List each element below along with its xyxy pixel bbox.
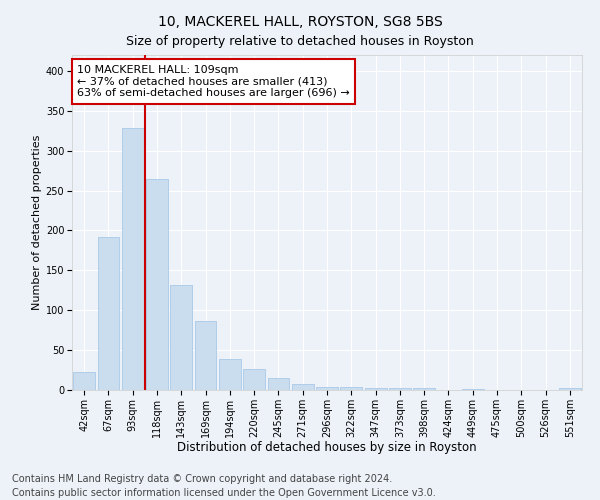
Bar	[73, 372, 95, 390]
Bar	[340, 387, 362, 390]
Bar	[146, 178, 168, 390]
Bar	[219, 359, 241, 390]
Y-axis label: Number of detached properties: Number of detached properties	[32, 135, 41, 310]
Bar	[389, 388, 411, 390]
Bar	[97, 237, 119, 390]
Bar	[292, 384, 314, 390]
Bar	[194, 320, 217, 390]
Bar	[243, 370, 265, 390]
Text: 10, MACKEREL HALL, ROYSTON, SG8 5BS: 10, MACKEREL HALL, ROYSTON, SG8 5BS	[158, 15, 442, 29]
Bar	[122, 128, 143, 390]
X-axis label: Distribution of detached houses by size in Royston: Distribution of detached houses by size …	[177, 441, 477, 454]
Text: Size of property relative to detached houses in Royston: Size of property relative to detached ho…	[126, 35, 474, 48]
Bar	[462, 389, 484, 390]
Bar	[559, 388, 581, 390]
Bar	[170, 284, 192, 390]
Bar	[268, 378, 289, 390]
Bar	[365, 388, 386, 390]
Text: Contains HM Land Registry data © Crown copyright and database right 2024.
Contai: Contains HM Land Registry data © Crown c…	[12, 474, 436, 498]
Bar	[316, 387, 338, 390]
Bar	[413, 388, 435, 390]
Text: 10 MACKEREL HALL: 109sqm
← 37% of detached houses are smaller (413)
63% of semi-: 10 MACKEREL HALL: 109sqm ← 37% of detach…	[77, 65, 350, 98]
